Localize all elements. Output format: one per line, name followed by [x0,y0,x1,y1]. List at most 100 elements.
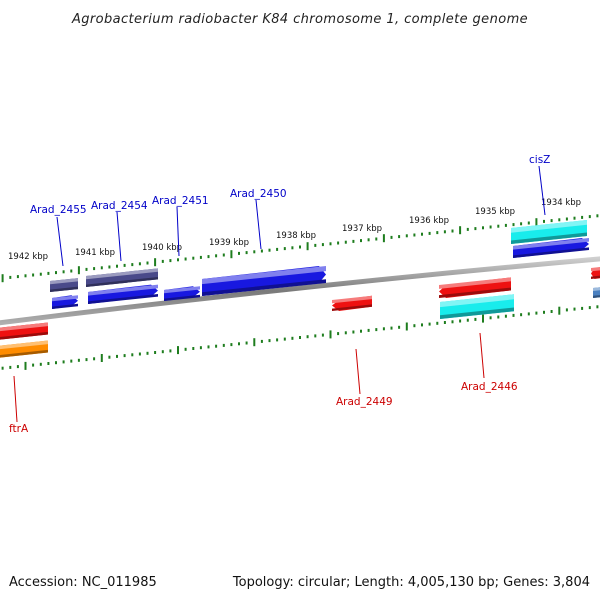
ruler-minor-tick [291,246,294,250]
edge-steel-feature[interactable] [593,287,600,298]
ruler-minor-tick [375,328,378,332]
ruler-minor-tick [123,263,126,267]
leader-line-arad-2454 [116,211,122,262]
ruler-major-tick [558,306,561,315]
gene-label[interactable]: Arad_2454 [91,200,148,212]
feature-shadow [164,294,200,301]
ruler-minor-tick [375,237,378,241]
ruler-minor-tick [360,329,362,333]
ruler-minor-tick [146,261,149,265]
ruler-minor-tick [199,255,202,259]
ruler-upper [1,214,599,283]
ruler-minor-tick [329,242,332,246]
arad-2455-block[interactable] [50,278,78,292]
ruler-minor-tick [344,240,347,244]
ruler-minor-tick [260,249,263,253]
leader-line-arad-2455 [56,216,64,267]
ruler-minor-tick [215,344,218,348]
ruler-minor-tick [596,214,599,218]
kbp-label: 1941 kbp [75,248,115,258]
arad-2451-feature[interactable] [164,286,200,301]
feature-highlight [0,322,48,332]
feature-highlight [332,295,372,304]
gene-label[interactable]: Arad_2455 [30,204,87,216]
ruler-major-tick [154,258,157,267]
feature-shadow [86,277,158,287]
ruler-minor-tick [398,325,401,329]
ruler-minor-tick [489,316,492,320]
ruler-minor-tick [283,247,286,251]
ruler-minor-tick [260,339,263,343]
ruler-minor-tick [573,307,576,311]
edge-red-feature[interactable] [591,267,600,280]
ruler-minor-tick [565,308,568,312]
ruler-minor-tick [116,264,118,268]
ruler-minor-tick [581,306,584,310]
arad-2454-feature[interactable] [88,284,158,304]
ruler-minor-tick [253,250,256,254]
ruler-minor-tick [184,347,187,351]
gene-label[interactable]: Arad_2450 [230,188,287,200]
ruler-minor-tick [70,269,73,273]
arad-2447-feature[interactable] [439,277,511,298]
ruler-minor-tick [245,341,248,345]
ruler-minor-tick [527,312,530,316]
gene-label[interactable]: Arad_2449 [336,396,393,408]
ruler-minor-tick [451,229,454,233]
cisz-feature[interactable] [511,220,587,244]
ftra-orange-feature[interactable] [0,340,48,359]
ruler-minor-tick [47,271,50,275]
ruler-minor-tick [474,227,477,231]
kbp-label: 1942 kbp [8,252,48,262]
ruler-minor-tick [199,346,202,350]
ruler-minor-tick [207,255,210,259]
ruler-minor-tick [588,306,591,310]
gene-label[interactable]: Arad_2451 [152,195,209,207]
feature-shadow [50,286,78,292]
ruler-minor-tick [16,275,19,279]
gene-features [0,220,600,358]
ruler-minor-tick [512,223,515,227]
ruler-minor-tick [520,222,523,226]
arad-2454-block[interactable] [86,268,158,287]
chromosome-backbone [0,256,600,326]
ruler-minor-tick [161,350,164,354]
gene-label[interactable]: cisZ [529,154,550,166]
arad-2446-feature[interactable] [440,294,514,319]
gene-label[interactable]: Arad_2446 [461,381,518,393]
ruler-minor-tick [39,272,42,276]
ruler-minor-tick [93,267,96,271]
arad-2449-feature[interactable] [332,295,372,311]
ruler-minor-tick [238,251,240,255]
leader-line-cisz [538,165,546,216]
ruler-minor-tick [306,335,309,339]
ruler-minor-tick [543,219,545,223]
ruler-major-tick [100,354,103,362]
upper-right-feature[interactable] [513,238,589,258]
ftra-red-feature[interactable] [0,322,48,341]
ruler-minor-tick [276,247,279,251]
feature-shadow [0,349,48,358]
ruler-minor-tick [398,235,401,239]
feature-shadow [88,294,158,304]
ruler-minor-tick [451,320,454,324]
kbp-label: 1935 kbp [475,207,515,217]
arad-2450-feature[interactable] [202,266,326,296]
ruler-minor-tick [565,217,568,221]
ruler-minor-tick [321,243,324,247]
arad-2455-feature[interactable] [52,295,78,309]
ruler-minor-tick [222,343,225,347]
feature-highlight [513,238,589,250]
ruler-minor-tick [32,273,35,277]
ruler-minor-tick [16,365,19,369]
gene-label[interactable]: ftrA [9,423,29,435]
ruler-minor-tick [337,332,340,336]
gene-leader-lines [13,165,546,423]
ruler-minor-tick [131,353,134,357]
ruler-minor-tick [314,334,317,338]
ruler-minor-tick [184,257,187,261]
ruler-minor-tick [169,259,172,263]
ruler-minor-tick [367,328,370,332]
ruler-minor-tick [504,223,507,227]
